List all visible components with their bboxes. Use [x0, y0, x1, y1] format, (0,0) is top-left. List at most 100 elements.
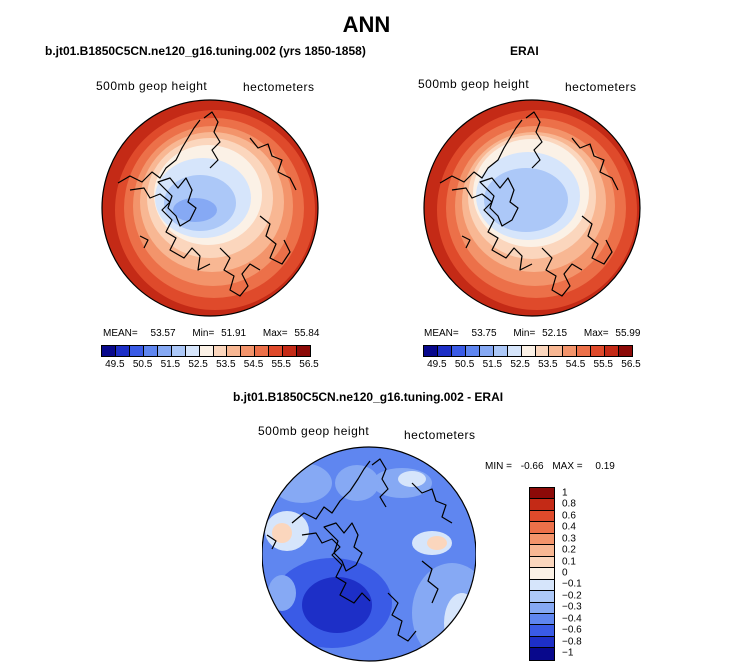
field-label-model: 500mb geop height: [96, 79, 208, 93]
colorbar-swatch: [535, 346, 550, 356]
colorbar-tick-label: 56.5: [299, 359, 319, 370]
colorbar-label: −0.3: [562, 601, 582, 613]
colorbar-label: 0: [562, 567, 568, 579]
colorbar-label: 0.2: [562, 544, 576, 556]
colorbar-label: 0.8: [562, 498, 576, 510]
colorbar-swatch: [605, 346, 620, 356]
colorbar-label: −1: [562, 647, 574, 659]
stats-diff: MIN = -0.66 MAX = 0.19: [485, 461, 615, 472]
field-label-erai: 500mb geop height: [418, 77, 530, 91]
colorbar-erai: [423, 345, 633, 357]
colorbar-swatch: [530, 602, 554, 614]
colorbar-tick-label: 53.5: [216, 359, 236, 370]
colorbar-swatch: [297, 346, 311, 356]
min-label: Min=: [192, 328, 215, 339]
max-label: MAX =: [552, 461, 583, 472]
colorbar-tick-label: 55.5: [271, 359, 291, 370]
min-label: MIN =: [485, 461, 512, 472]
colorbar-swatch: [530, 488, 554, 500]
polar-map-model: [101, 99, 319, 317]
colorbar-swatch: [255, 346, 270, 356]
colorbar-swatch: [213, 346, 228, 356]
colorbar-label: 0.4: [562, 521, 576, 533]
colorbar-swatch: [530, 625, 554, 637]
colorbar-tick-label: 56.5: [621, 359, 641, 370]
colorbar-swatch: [591, 346, 606, 356]
panel-title-model: b.jt01.B1850C5CN.ne120_g16.tuning.002 (y…: [45, 44, 366, 58]
min-value: -0.66: [520, 461, 544, 472]
colorbar-swatch: [530, 636, 554, 649]
colorbar-swatch: [530, 545, 554, 557]
colorbar-label: −0.6: [562, 624, 582, 636]
colorbar-swatch: [479, 346, 494, 356]
colorbar-swatch: [530, 579, 554, 592]
colorbar-swatch: [530, 510, 554, 523]
min-value: 51.91: [221, 328, 247, 339]
colorbar-swatch: [530, 613, 554, 626]
colorbar-swatch: [619, 346, 633, 356]
colorbar-diff: [529, 487, 555, 661]
colorbar-swatch: [269, 346, 284, 356]
colorbar-swatch: [530, 499, 554, 511]
colorbar-tick-label: 49.5: [105, 359, 125, 370]
colorbar-swatch: [530, 568, 554, 580]
colorbar-swatch: [227, 346, 242, 356]
colorbar-swatch: [530, 591, 554, 603]
colorbar-tick-label: 50.5: [454, 359, 475, 370]
colorbar-swatch: [530, 522, 554, 534]
colorbar-model: [101, 345, 311, 357]
panel-title-erai: ERAI: [510, 44, 539, 58]
colorbar-swatch: [437, 346, 452, 356]
mean-label: MEAN=: [103, 328, 138, 339]
colorbar-tick-label: 53.5: [538, 359, 558, 370]
colorbar-swatch: [283, 346, 298, 356]
panel-title-diff: b.jt01.B1850C5CN.ne120_g16.tuning.002 - …: [233, 390, 504, 404]
colorbar-swatch: [577, 346, 592, 356]
colorbar-label: 1: [562, 487, 568, 499]
colorbar-swatch: [507, 346, 522, 356]
max-label: Max=: [583, 328, 609, 339]
mean-value: 53.57: [150, 328, 176, 339]
mean-label: MEAN=: [424, 328, 459, 339]
colorbar-swatch: [563, 346, 578, 356]
max-label: Max=: [262, 328, 288, 339]
min-label: Min=: [513, 328, 536, 339]
colorbar-swatch: [143, 346, 158, 356]
colorbar-swatch: [171, 346, 186, 356]
colorbar-swatch: [521, 346, 536, 356]
colorbar-swatch: [465, 346, 480, 356]
colorbar-swatch: [451, 346, 466, 356]
figure-title: ANN: [342, 12, 391, 37]
polar-map-diff: [262, 446, 476, 662]
colorbar-swatch: [530, 556, 554, 569]
units-label-model: hectometers: [243, 80, 315, 94]
max-value: 55.99: [615, 328, 641, 339]
colorbar-tick-label: 50.5: [132, 359, 153, 370]
mean-value: 53.75: [471, 328, 497, 339]
min-value: 52.15: [542, 328, 568, 339]
colorbar-tick-label: 51.5: [160, 359, 181, 370]
stats-erai: MEAN= 53.75 Min= 52.15 Max= 55.99: [424, 328, 640, 339]
colorbar-swatch: [549, 346, 564, 356]
units-label-diff: hectometers: [404, 428, 476, 442]
colorbar-swatch: [493, 346, 508, 356]
colorbar-tick-label: 52.5: [188, 359, 208, 370]
colorbar-labels-diff: 1 0.8 0.6 0.4 0.3 0.2 0.1 0 −0.1 −0.2 −0.3 −0.4 −0.6…: [562, 487, 602, 659]
colorbar-swatch: [185, 346, 200, 356]
colorbar-label: 0.6: [562, 510, 576, 522]
stats-model: MEAN= 53.57 Min= 51.91 Max= 55.84: [103, 328, 319, 339]
colorbar-tick-label: 54.5: [243, 359, 264, 370]
colorbar-swatch: [530, 533, 554, 546]
colorbar-tick-label: 55.5: [593, 359, 613, 370]
colorbar-swatch: [129, 346, 144, 356]
max-value: 0.19: [595, 461, 615, 472]
colorbar-tick-label: 52.5: [510, 359, 530, 370]
colorbar-label: −0.2: [562, 590, 582, 602]
colorbar-swatch: [241, 346, 256, 356]
colorbar-label: −0.8: [562, 636, 582, 648]
polar-map-erai: [423, 99, 641, 317]
colorbar-tick-label: 54.5: [565, 359, 586, 370]
colorbar-label: 0.3: [562, 533, 576, 545]
max-value: 55.84: [294, 328, 320, 339]
colorbar-tick-label: 51.5: [482, 359, 503, 370]
